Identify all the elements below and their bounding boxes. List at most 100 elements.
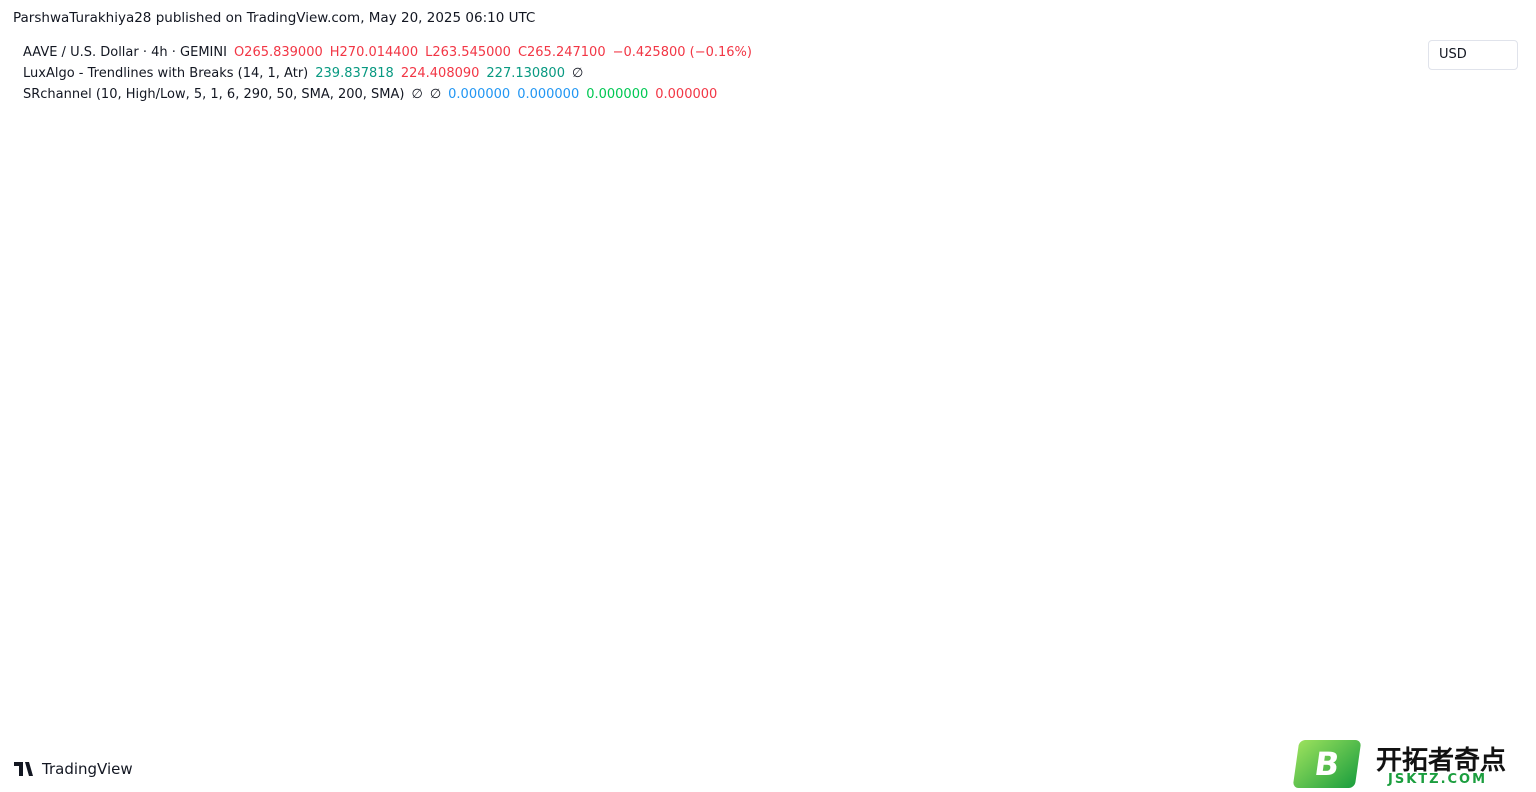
break-label: B xyxy=(322,485,332,500)
trendline xyxy=(220,497,331,515)
break-marker xyxy=(567,453,586,476)
candle-body xyxy=(243,487,255,500)
candle-body xyxy=(817,289,828,301)
y-tick-label: 140.000000 xyxy=(1434,591,1513,606)
y-tick-label: 170.000000 xyxy=(1434,476,1513,491)
candle-body xyxy=(28,495,40,503)
candle-body xyxy=(602,453,613,496)
candle-body xyxy=(43,491,54,496)
sr-zone xyxy=(11,536,1423,561)
candle-body xyxy=(71,491,83,500)
x-tick-label: 19 xyxy=(1115,724,1132,739)
candle-body xyxy=(702,331,713,351)
candle-body xyxy=(888,235,900,293)
candle-body xyxy=(931,262,943,271)
candle-body xyxy=(616,453,627,477)
candle-body xyxy=(530,453,541,477)
x-tick-label: 13 xyxy=(857,724,874,739)
legend-value: 0.000000 xyxy=(517,87,580,102)
break-marker xyxy=(1138,270,1157,293)
watermark-icon: B xyxy=(1292,740,1362,788)
break-marker xyxy=(874,308,893,331)
legend-value: 227.130800 xyxy=(486,66,565,81)
candle-body xyxy=(172,457,183,484)
x-tick-label: 29 xyxy=(255,724,272,739)
watermark: B 开拓者奇点 JSKTZ.COM xyxy=(1292,738,1536,792)
trendline xyxy=(327,445,856,538)
break-label: B xyxy=(571,458,581,473)
candle-body xyxy=(716,331,728,335)
candle-body xyxy=(745,308,756,324)
sr-zone xyxy=(11,483,1423,506)
sr-zone xyxy=(11,300,1423,304)
plot-bg xyxy=(12,38,1422,718)
x-tick-label: 15 xyxy=(943,724,960,739)
candle-body xyxy=(860,308,871,324)
legend-value: L263.545000 xyxy=(425,45,511,60)
y-tick-label: 210.000000 xyxy=(1434,324,1513,339)
x-tick-label: 7 xyxy=(603,724,611,739)
trendline xyxy=(1147,239,1423,323)
candle-body xyxy=(358,476,369,500)
legend-value: ∅ xyxy=(411,87,423,102)
y-tick-label: 220.000000 xyxy=(1434,285,1513,300)
x-tick-label: May xyxy=(334,724,364,739)
legend-value: 0.000000 xyxy=(448,87,511,102)
y-tick-label: 120.000000 xyxy=(1434,667,1513,682)
price-label: 224.408090 xyxy=(1434,270,1513,285)
trendline xyxy=(769,254,998,316)
trendline xyxy=(469,442,763,489)
x-tick-label: 21 xyxy=(1201,724,1218,739)
candle-body xyxy=(946,266,957,271)
x-tick-label: 9 xyxy=(689,724,697,739)
brand: TradingView xyxy=(42,760,133,778)
x-tick-label: 5 xyxy=(517,724,525,739)
y-tick-label: 250.000000 xyxy=(1434,171,1513,186)
candle-body xyxy=(401,460,412,465)
candle-body xyxy=(387,457,398,461)
candle-body xyxy=(688,350,699,397)
x-tick-label: 25 xyxy=(1373,724,1390,739)
legend-line: LuxAlgo - Trendlines with Breaks (14, 1,… xyxy=(23,66,590,81)
logo-icon xyxy=(14,762,33,776)
candle-body xyxy=(57,491,68,500)
break-label: B xyxy=(1142,275,1152,290)
candle-body xyxy=(516,464,527,477)
legend-value: C265.247100 xyxy=(517,45,606,60)
candle-body xyxy=(1017,216,1029,232)
candle-body xyxy=(645,472,656,488)
currency-button[interactable]: USD xyxy=(1428,40,1518,70)
candle-body xyxy=(487,453,498,458)
candle-body xyxy=(1075,277,1086,286)
sr-zone xyxy=(11,442,1423,449)
x-tick-label: 25 xyxy=(83,724,100,739)
candle-body xyxy=(1118,216,1129,293)
trendline xyxy=(11,630,171,658)
legend-value: 224.408090 xyxy=(400,66,480,81)
trendline xyxy=(177,447,463,495)
candle-body xyxy=(258,491,269,500)
candle-body xyxy=(315,499,326,507)
break-label: B xyxy=(593,496,603,511)
sr-zone xyxy=(11,196,1423,219)
y-tick-label: 150.000000 xyxy=(1434,553,1513,568)
y-tick-label: 200.000000 xyxy=(1434,362,1513,377)
candle-body xyxy=(759,270,771,309)
x-tick-label: 27 xyxy=(169,724,186,739)
candle-body xyxy=(86,491,97,496)
x-tick-label: 23 xyxy=(1287,724,1304,739)
candle-body xyxy=(1161,182,1172,263)
candle-body xyxy=(229,487,240,507)
candle-body xyxy=(143,483,154,492)
x-tick-label: 17 xyxy=(1029,724,1046,739)
candle-body xyxy=(903,235,914,255)
candle-body xyxy=(559,457,570,461)
legend-line: SRchannel (10, High/Low, 5, 1, 6, 290, 5… xyxy=(23,87,724,102)
price-label-bg xyxy=(1424,266,1499,287)
trendline xyxy=(861,244,1148,329)
candle-body xyxy=(989,273,1000,286)
candle-body xyxy=(458,460,470,469)
candle-body xyxy=(129,483,140,496)
